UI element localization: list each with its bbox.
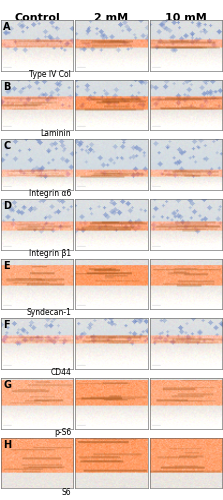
Text: E: E — [3, 261, 10, 271]
Text: H: H — [3, 440, 11, 450]
Text: Control: Control — [14, 13, 60, 23]
Text: G: G — [3, 380, 11, 390]
Text: Integrin α6: Integrin α6 — [29, 189, 71, 198]
Text: D: D — [3, 201, 11, 211]
Text: Syndecan-1: Syndecan-1 — [27, 308, 71, 318]
Text: CD44: CD44 — [50, 368, 71, 377]
Text: Integrin β1: Integrin β1 — [29, 249, 71, 258]
Text: p-S6: p-S6 — [54, 428, 71, 437]
Text: F: F — [3, 320, 10, 330]
Text: A: A — [3, 22, 11, 32]
Text: C: C — [3, 142, 10, 152]
Text: Laminin: Laminin — [41, 130, 71, 138]
Text: Type IV Col: Type IV Col — [29, 70, 71, 79]
Text: 2 mM: 2 mM — [94, 13, 129, 23]
Text: S6: S6 — [62, 488, 71, 496]
Text: B: B — [3, 82, 11, 92]
Text: 10 mM: 10 mM — [165, 13, 206, 23]
